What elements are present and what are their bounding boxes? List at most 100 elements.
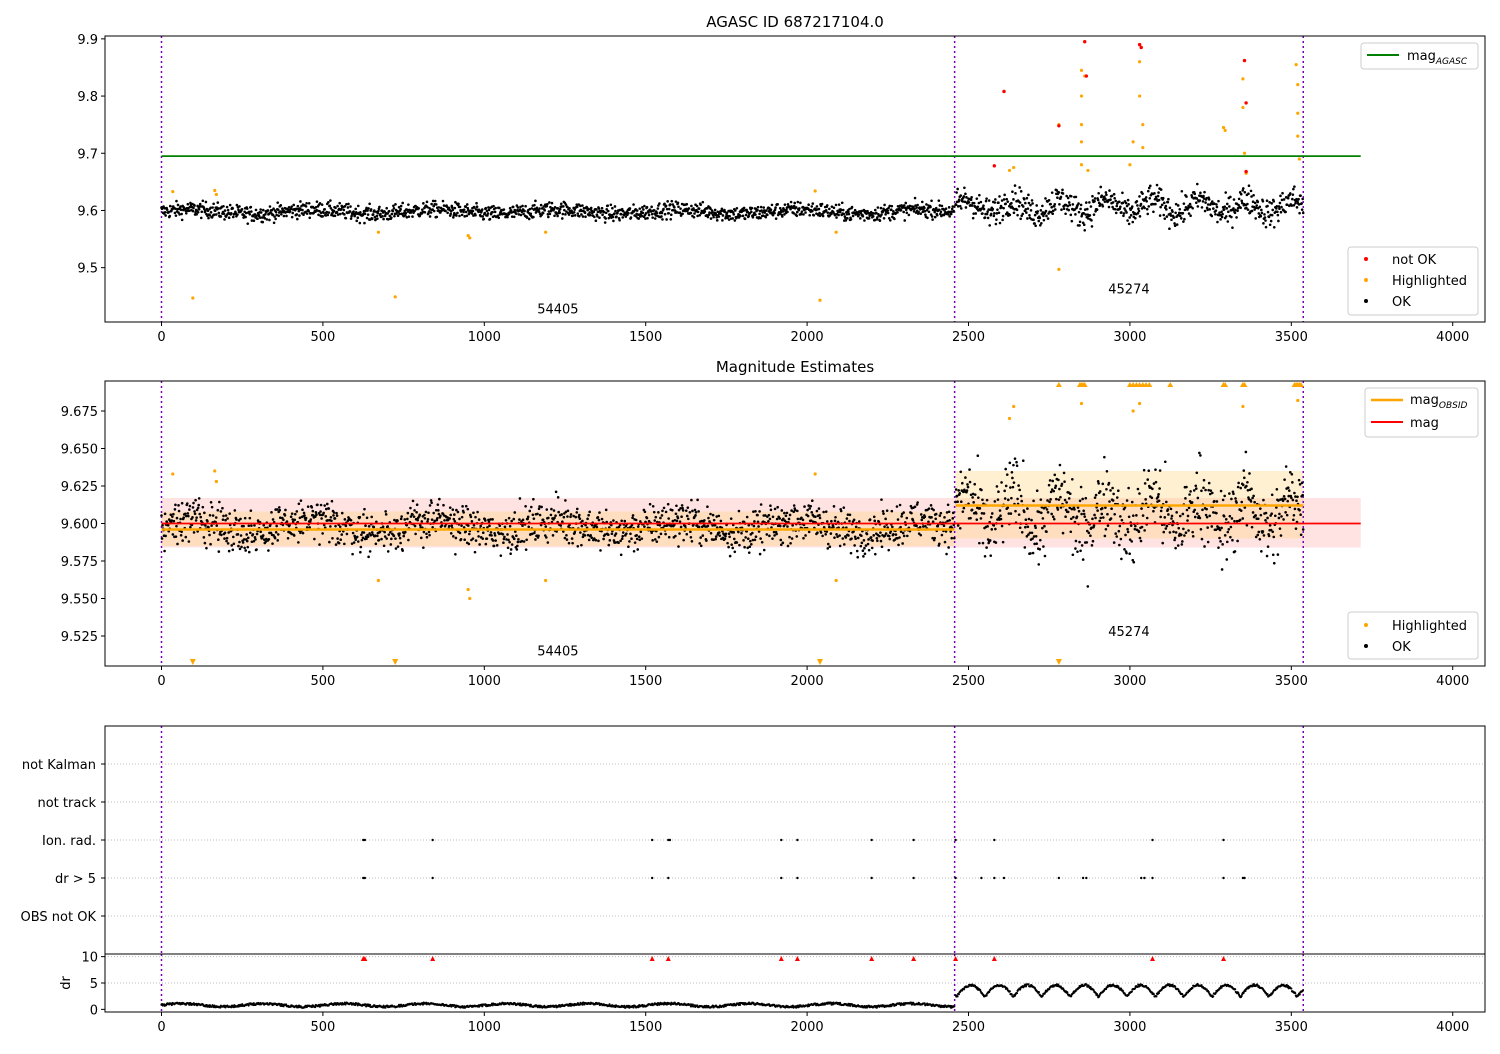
ok-point (789, 542, 792, 545)
ok-point (236, 213, 239, 216)
ok-point (582, 536, 585, 539)
ok-point (439, 515, 442, 518)
ok-point (985, 197, 988, 200)
ok-point (1027, 194, 1030, 197)
ok-point (270, 511, 273, 514)
ok-point (336, 211, 339, 214)
ok-point (732, 531, 735, 534)
ok-point (724, 535, 727, 538)
ok-point (184, 536, 187, 539)
ok-point (1015, 461, 1018, 464)
ok-point (331, 500, 334, 503)
ok-point (1126, 528, 1129, 531)
ok-point (208, 534, 211, 537)
ok-point (1245, 485, 1248, 488)
ok-point (1085, 201, 1088, 204)
ok-point (339, 538, 342, 541)
ok-point (1191, 501, 1194, 504)
ok-point (1239, 519, 1242, 522)
ok-point (1115, 205, 1118, 208)
ok-point (468, 533, 471, 536)
ok-point (296, 213, 299, 216)
ok-point (1146, 213, 1149, 216)
ok-point (1041, 205, 1044, 208)
ok-point (604, 217, 607, 220)
ok-point (1072, 203, 1075, 206)
ok-point (584, 534, 587, 537)
ok-point (367, 535, 370, 538)
ok-point (568, 542, 571, 545)
ok-point (1189, 203, 1192, 206)
ok-point (412, 500, 415, 503)
ok-point (628, 540, 631, 543)
ok-point (837, 214, 840, 217)
ok-point (227, 542, 230, 545)
ok-point (780, 509, 783, 512)
flag-point (870, 877, 872, 879)
flag-point (980, 877, 982, 879)
ok-point (605, 509, 608, 512)
ok-point (231, 207, 234, 210)
ok-point (1020, 495, 1023, 498)
ok-point (1243, 476, 1246, 479)
ok-point (615, 532, 618, 535)
ok-point (246, 540, 249, 543)
highlighted-point (215, 480, 218, 483)
ok-point (959, 470, 962, 473)
ok-point (788, 536, 791, 539)
ok-point (1264, 216, 1267, 219)
ok-point (171, 515, 174, 518)
ok-point (814, 515, 817, 518)
ok-point (246, 207, 249, 210)
ok-point (273, 215, 276, 218)
ok-point (1188, 493, 1191, 496)
ok-point (386, 525, 389, 528)
ok-point (298, 502, 301, 505)
ok-point (1273, 226, 1276, 229)
ok-point (930, 200, 933, 203)
ok-point (1141, 192, 1144, 195)
ok-point (267, 549, 270, 552)
ok-point (224, 209, 227, 212)
ok-point (940, 512, 943, 515)
ok-point (1108, 206, 1111, 209)
ok-point (1014, 457, 1017, 460)
ok-point (194, 513, 197, 516)
ok-point (838, 203, 841, 206)
ok-point (980, 517, 983, 520)
ok-point (1176, 223, 1179, 226)
ok-point (1218, 537, 1221, 540)
ok-point (760, 503, 763, 506)
ok-point (813, 214, 816, 217)
ok-point (1059, 496, 1062, 499)
ok-point (898, 536, 901, 539)
ok-point (1118, 530, 1121, 533)
ok-point (1300, 202, 1303, 205)
ok-point (1220, 527, 1223, 530)
ok-point (848, 520, 851, 523)
highlighted-point (544, 579, 547, 582)
x-tick-label: 4000 (1436, 330, 1469, 345)
ok-point (598, 511, 601, 514)
ok-point (1118, 200, 1121, 203)
y-tick-label: 9.550 (61, 593, 98, 608)
ok-point (524, 205, 527, 208)
ok-point (979, 507, 982, 510)
ok-point (796, 510, 799, 513)
ok-point (472, 210, 475, 213)
ok-point (1078, 211, 1081, 214)
ok-point (548, 201, 551, 204)
ok-point (1215, 512, 1218, 515)
ok-point (1240, 200, 1243, 203)
ok-point (929, 206, 932, 209)
ok-point (1173, 216, 1176, 219)
ok-point (1053, 203, 1056, 206)
ok-point (459, 206, 462, 209)
plot-frame (105, 36, 1485, 322)
ok-point (822, 215, 825, 218)
ok-point (427, 511, 430, 514)
ok-point (470, 516, 473, 519)
ok-point (864, 552, 867, 555)
ok-point (1270, 220, 1273, 223)
ok-point (210, 501, 213, 504)
